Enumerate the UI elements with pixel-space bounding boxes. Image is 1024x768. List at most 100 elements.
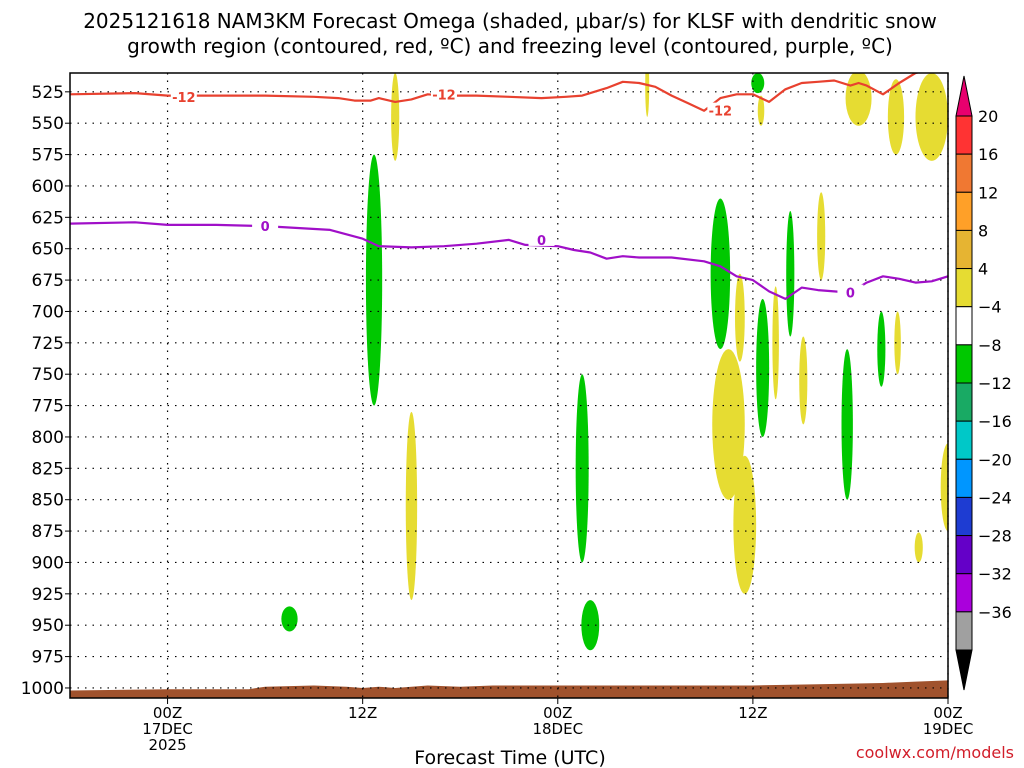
omega-blob-18 <box>845 73 872 126</box>
terrain-layer <box>70 680 948 698</box>
colorbar-swatch-3 <box>955 229 973 270</box>
y-tick-label-650: 650 <box>32 240 64 260</box>
y-tick-label-950: 950 <box>32 616 64 636</box>
y-tick-label-800: 800 <box>32 428 64 448</box>
x-tick-label-48-1: 19DEC <box>923 720 974 738</box>
omega-shading-layer <box>281 73 1024 656</box>
omega-blob-30 <box>914 532 923 563</box>
colorbar-swatch-5 <box>955 306 973 346</box>
colorbar-swatch-7 <box>955 382 973 422</box>
freezing-contour-label-1: 0 <box>537 234 546 249</box>
omega-blob-9 <box>735 273 745 362</box>
dendritic-contour-label-bg-1 <box>430 86 457 101</box>
y-tick-label-575: 575 <box>32 146 64 166</box>
omega-blob-0 <box>365 154 383 406</box>
omega-blob-15 <box>841 349 853 500</box>
x-tick-label-48-0: 00Z <box>933 704 962 722</box>
colorbar-tick-4: 4 <box>978 260 988 279</box>
colorbar-swatch-10 <box>955 496 973 537</box>
colorbar-tick-3: 8 <box>978 221 988 240</box>
y-tick-label-775: 775 <box>32 397 64 417</box>
colorbar-swatch-6 <box>955 344 973 384</box>
colorbar-swatch-4 <box>955 268 973 308</box>
omega-blob-39 <box>757 95 765 126</box>
dendritic-contour-label-bg-2 <box>707 102 734 117</box>
omega-blob-34 <box>1020 468 1024 656</box>
y-tick-label-850: 850 <box>32 491 64 511</box>
x-tick-label-0-1: 17DEC <box>142 720 193 738</box>
freezing-contour-label-bg-2 <box>837 284 864 299</box>
x-tick-label-24-0: 00Z <box>543 704 572 722</box>
y-tick-label-625: 625 <box>32 208 64 228</box>
y-tick-label-525: 525 <box>32 83 64 103</box>
colorbar-swatch-9 <box>955 458 973 498</box>
omega-blob-6 <box>710 198 731 350</box>
omega-blob-3 <box>391 73 400 161</box>
colorbar-swatch-0 <box>955 115 973 155</box>
colorbar: 20 16 12 8 4 −4 −8 −12 −16 −20 −24 −28 −32 −36 <box>955 75 1012 691</box>
omega-blob-31 <box>1015 268 1024 431</box>
y-tick-label-700: 700 <box>32 302 64 322</box>
chart-title-line2: growth region (contoured, red, ºC) and f… <box>127 34 893 58</box>
colorbar-tick-1: 16 <box>978 145 998 164</box>
dendritic-contour-line <box>70 73 921 112</box>
terrain-fill <box>70 680 948 698</box>
omega-blob-7 <box>712 349 745 500</box>
y-tick-label-750: 750 <box>32 365 64 385</box>
omega-blob-17 <box>894 311 901 375</box>
y-axis-ticks: 525 550 575 600 625 650 675 700 725 750 775 800 825 8… <box>21 83 70 699</box>
freezing-contour-label-bg-1 <box>528 231 555 246</box>
freezing-contour-label-bg-0 <box>252 218 279 233</box>
omega-blob-4 <box>575 374 589 563</box>
dendritic-contour-label-2: -12 <box>709 105 733 120</box>
colorbar-swatch-11 <box>955 535 973 575</box>
omega-blob-40 <box>751 73 765 94</box>
freezing-contour-line <box>70 221 948 300</box>
y-tick-label-875: 875 <box>32 522 64 542</box>
colorbar-tick-10: −24 <box>978 488 1012 507</box>
chart-title-line1: 2025121618 NAM3KM Forecast Omega (shaded… <box>83 9 937 33</box>
colorbar-tick-8: −16 <box>978 412 1012 431</box>
dendritic-contour-label-0: -12 <box>172 91 196 106</box>
colorbar-tick-12: −32 <box>978 565 1012 584</box>
dendritic-contour-label-bg-0 <box>170 88 197 103</box>
colorbar-tick-2: 12 <box>978 183 998 202</box>
y-tick-label-900: 900 <box>32 553 64 573</box>
omega-blob-16 <box>877 311 886 387</box>
plot-frame <box>69 72 949 699</box>
omega-blob-10 <box>756 298 770 437</box>
colorbar-tick-7: −12 <box>978 374 1012 393</box>
y-tick-label-1000: 1000 <box>21 679 64 699</box>
dendritic-contour-label-1: -12 <box>432 88 456 103</box>
y-tick-label-675: 675 <box>32 271 64 291</box>
x-tick-label-36-0: 12Z <box>738 704 767 722</box>
omega-blob-5 <box>581 600 600 651</box>
x-tick-label-0-0: 00Z <box>153 704 182 722</box>
colorbar-swatch-1 <box>955 153 973 193</box>
colorbar-bottom-triangle <box>955 649 973 691</box>
y-tick-label-925: 925 <box>32 585 64 605</box>
colorbar-tick-0: 20 <box>978 107 998 126</box>
omega-blob-14 <box>817 192 826 281</box>
x-tick-label-24-1: 18DEC <box>532 720 583 738</box>
x-tick-label-0-2: 2025 <box>148 736 186 754</box>
gridlines <box>70 73 949 698</box>
omega-blob-13 <box>799 336 808 425</box>
omega-blob-37 <box>915 73 948 161</box>
freezing-contour-label-2: 0 <box>846 287 855 302</box>
y-tick-label-725: 725 <box>32 334 64 354</box>
colorbar-swatch-8 <box>955 420 973 460</box>
colorbar-tick-9: −20 <box>978 450 1012 469</box>
colorbar-swatch-12 <box>955 573 973 613</box>
omega-blob-8 <box>733 455 757 594</box>
y-tick-label-550: 550 <box>32 114 64 134</box>
credit-text: coolwx.com/models <box>856 743 1014 762</box>
omega-blob-38 <box>887 79 905 155</box>
omega-blob-12 <box>786 211 795 337</box>
y-tick-label-600: 600 <box>32 177 64 197</box>
omega-blob-2 <box>405 411 418 601</box>
x-axis-title: Forecast Time (UTC) <box>414 747 605 768</box>
y-tick-label-825: 825 <box>32 459 64 479</box>
